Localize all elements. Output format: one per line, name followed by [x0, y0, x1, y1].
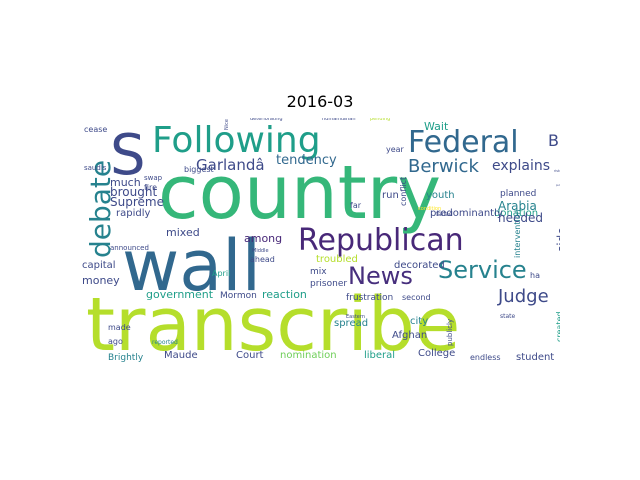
word-wall: wall	[122, 225, 261, 307]
word-humanitarian: humanitarian	[322, 118, 356, 122]
chart-title: 2016-03	[286, 92, 354, 111]
word-prisoner: prisoner	[310, 279, 347, 289]
word-student: student	[516, 352, 554, 362]
word-made: made	[108, 323, 131, 332]
word-youth: youth	[426, 190, 455, 201]
word-run: run	[382, 190, 399, 201]
word-publicly: publicly	[446, 319, 454, 346]
word-tendency: tendency	[276, 153, 337, 168]
word-supreme: Supreme	[110, 195, 164, 209]
word-side: side	[555, 227, 560, 252]
word-april: April	[212, 269, 230, 278]
word-put: put	[556, 184, 560, 187]
word-eastern: Eastern	[346, 314, 365, 320]
word-republican: Republican	[298, 223, 464, 258]
word-planned: planned	[500, 189, 536, 199]
word-maude: Maude	[164, 350, 198, 361]
word-donation: donation	[494, 208, 538, 219]
word-announced: announced	[110, 244, 149, 252]
word-mormon: Mormon	[220, 291, 257, 301]
word-afghan: Afghan	[392, 330, 427, 341]
word-reaction: reaction	[262, 288, 307, 301]
word-berwick: Berwick	[408, 156, 479, 177]
word-government: government	[146, 288, 214, 301]
word-court: Court	[236, 350, 264, 361]
word-failed: failed	[436, 211, 453, 218]
word-news: News	[348, 262, 413, 290]
word-conflict: conflict	[399, 177, 408, 206]
word-college: College	[418, 348, 455, 359]
word-deteriorating: deteriorating	[250, 118, 283, 122]
word-debate: debate	[84, 160, 117, 258]
word-garland: Garlandâ	[196, 156, 265, 174]
word-federal: Federal	[408, 125, 519, 160]
word-nice: Nice	[224, 119, 230, 130]
word-cloud: country transcribe wall Following S deba…	[80, 118, 560, 362]
word-pending: pending	[370, 118, 390, 122]
word-explains: explains	[492, 158, 550, 174]
word-spread: spread	[334, 318, 368, 329]
word-capital: capital	[82, 260, 116, 271]
word-frustration: frustration	[346, 293, 393, 303]
word-wait: Wait	[424, 120, 449, 133]
word-troubled: troubled	[316, 254, 358, 265]
word-fire: fire	[144, 183, 157, 192]
word-far: far	[350, 201, 362, 210]
word-city: city	[410, 316, 428, 327]
word-country: country	[158, 150, 441, 236]
word-swap: swap	[144, 174, 163, 182]
word-saudis: saudis	[84, 164, 107, 172]
word-brightly: Brightly	[108, 353, 144, 362]
word-cease: cease	[84, 125, 107, 134]
word-arabia: Arabia	[498, 199, 537, 213]
word-state: state	[500, 313, 516, 320]
word-risk: risk	[554, 169, 560, 173]
word-created: created	[555, 312, 560, 342]
word-money: money	[82, 274, 120, 287]
word-judge: Judge	[497, 286, 549, 307]
word-s: S	[110, 123, 146, 188]
word-condition: condition	[418, 206, 441, 212]
word-following: Following	[152, 120, 321, 161]
word-transcribe: transcribe	[86, 282, 460, 362]
word-much: much	[110, 176, 141, 189]
word-rapidly: rapidly	[116, 208, 150, 219]
word-decorated: decorated	[394, 260, 445, 271]
word-mix: mix	[310, 267, 327, 277]
word-needed: needed	[498, 211, 543, 225]
word-nomination: nomination	[280, 350, 337, 361]
word-service: Service	[438, 256, 527, 284]
word-brought: brought	[110, 185, 157, 199]
word-second: second	[402, 293, 431, 302]
word-predominantly: predominantly	[430, 208, 503, 219]
word-ago: ago	[108, 337, 123, 346]
word-liberal: liberal	[364, 350, 395, 361]
word-ha: ha	[530, 271, 540, 280]
word-endless: endless	[470, 353, 501, 362]
word-among: among	[244, 232, 282, 245]
word-middle: Middle	[252, 248, 269, 254]
word-intervention: intervention	[513, 209, 522, 258]
word-biggest: biggest	[184, 165, 214, 174]
word-reported: reported	[152, 339, 178, 346]
word-mixed: mixed	[166, 226, 200, 239]
word-year: year	[386, 145, 405, 154]
word-b: B	[548, 131, 559, 150]
word-ahead: ahead	[250, 255, 275, 264]
